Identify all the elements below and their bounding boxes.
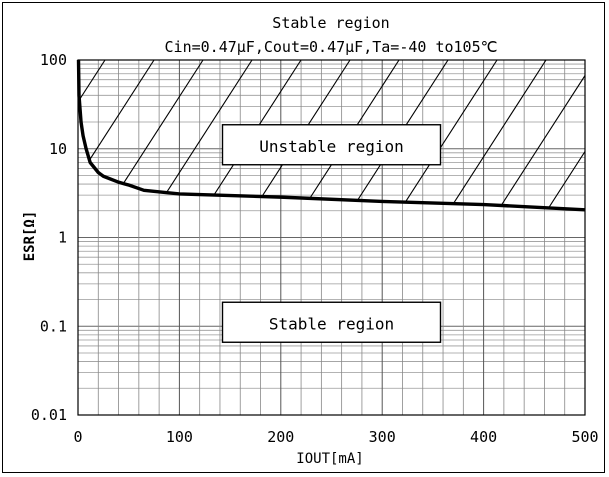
y-axis-label: ESR[Ω]: [22, 211, 38, 262]
hatch-line: [78, 60, 253, 210]
y-tick-label: 1: [58, 229, 67, 247]
chart-title: Stable region: [272, 14, 389, 32]
x-tick-label: 100: [166, 428, 193, 446]
hatch-line: [120, 60, 351, 210]
y-tick-label: 100: [40, 51, 67, 69]
x-tick-label: 300: [369, 428, 396, 446]
plot-grid: [77, 60, 586, 416]
y-tick-label: 0.1: [40, 317, 67, 335]
hatch-line: [78, 60, 204, 210]
unstable-region-hatch: [0, 60, 585, 415]
region-box: [221, 301, 442, 343]
hatch-line: [169, 60, 400, 210]
region-labels: Unstable region Stable region: [221, 124, 442, 343]
series-boundary-curve: [76, 59, 586, 212]
region-label: Stable region: [269, 314, 394, 333]
hatch-line: [218, 60, 449, 210]
y-tick-label: 10: [49, 140, 67, 158]
x-axis-ticks: 0 100 200 300 400 500: [73, 428, 598, 446]
hatch-line: [78, 60, 155, 210]
region-box: [221, 124, 442, 166]
chart-subtitle: Cin=0.47μF,Cout=0.47μF,Ta=-40 to105℃: [165, 38, 498, 56]
y-tick-label: 0.01: [31, 406, 67, 424]
y-axis-ticks: 100 10 1 0.1 0.01: [31, 51, 67, 424]
x-tick-label: 200: [267, 428, 294, 446]
hatch-line: [316, 60, 547, 210]
hatch-line: [0, 60, 7, 415]
x-tick-label: 400: [470, 428, 497, 446]
x-tick-label: 500: [571, 428, 598, 446]
plot-area: [77, 59, 586, 416]
hatch-line: [365, 60, 585, 210]
hatch-line: [78, 60, 302, 210]
x-axis-label: IOUT[mA]: [296, 451, 363, 467]
region-label: Unstable region: [259, 137, 404, 156]
x-tick-label: 0: [73, 428, 82, 446]
hatch-line: [267, 60, 498, 210]
